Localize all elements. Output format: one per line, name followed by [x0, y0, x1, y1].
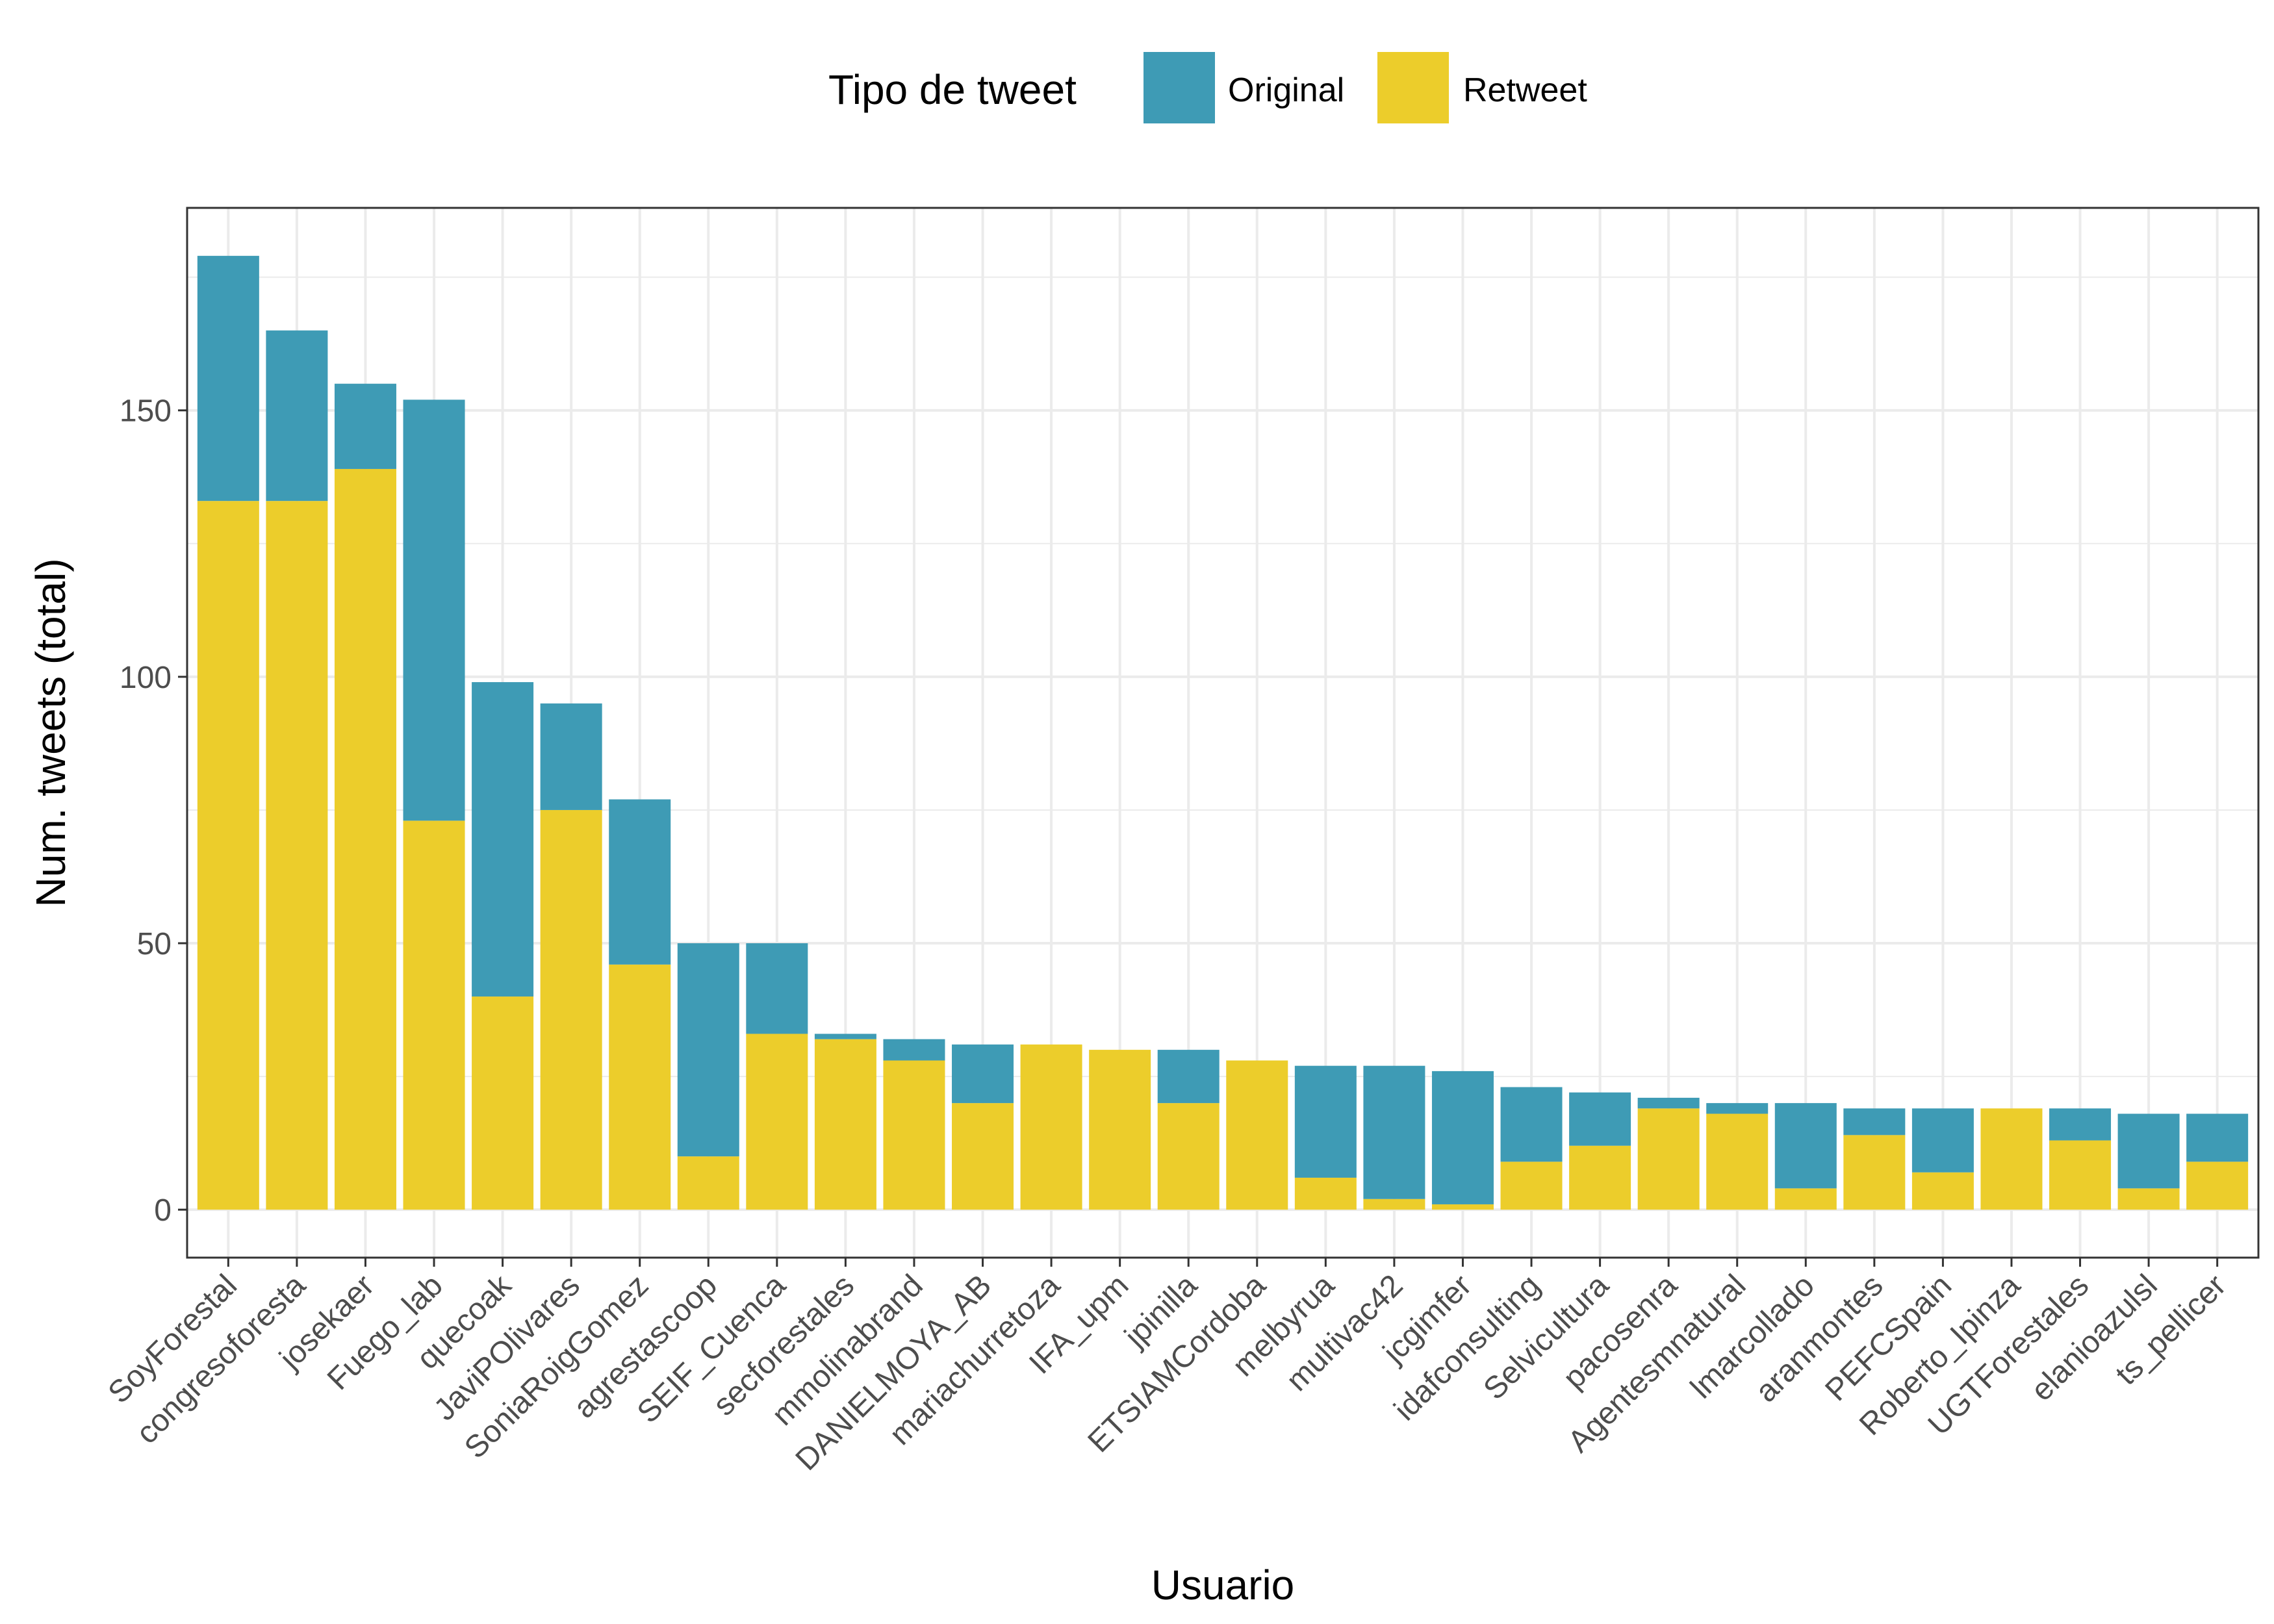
- bar-retweet-multivac42: [1363, 1199, 1425, 1210]
- bar-original-elanioazulsl: [2117, 1113, 2180, 1189]
- bar-retweet-Fuego_lab: [403, 820, 465, 1210]
- bar-original-jpinilla: [1157, 1050, 1220, 1104]
- bar-original-PEFCSpain: [1911, 1108, 1974, 1173]
- bar-retweet-quecoak: [472, 996, 534, 1210]
- legend-title: Tipo de tweet: [828, 66, 1077, 113]
- bar-original-pacosenra: [1637, 1097, 1700, 1109]
- bar-original-agrestascoop: [677, 943, 739, 1157]
- bar-retweet-SEIF_Cuenca: [746, 1034, 808, 1210]
- bar-original-SoniaRoigGomez: [609, 799, 671, 965]
- bars: [197, 255, 2249, 1210]
- bar-original-jcgimfer: [1431, 1071, 1494, 1204]
- bar-original-josekaer: [334, 383, 396, 469]
- legend-label-original: Original: [1228, 71, 1344, 109]
- y-tick-label: 150: [120, 394, 172, 429]
- x-axis-title: Usuario: [1151, 1562, 1295, 1608]
- bar-retweet-lmarcollado: [1774, 1188, 1837, 1210]
- bar-original-secforestales: [814, 1034, 876, 1039]
- bar-original-ts_pellicer: [2186, 1113, 2249, 1162]
- bar-retweet-ts_pellicer: [2186, 1161, 2249, 1210]
- y-axis-title: Num. tweets (total): [27, 558, 74, 907]
- x-axis: SoyForestalcongresoforestajosekaerFuego_…: [102, 1258, 2232, 1477]
- bar-original-melbyrua: [1294, 1065, 1357, 1178]
- bar-retweet-SoyForestal: [197, 501, 259, 1210]
- bar-original-UGTForestales: [2049, 1108, 2112, 1141]
- bar-original-Fuego_lab: [403, 400, 465, 821]
- bar-original-Selvicultura: [1569, 1092, 1631, 1146]
- bar-retweet-Agentesmnatural: [1706, 1113, 1769, 1210]
- bar-retweet-SoniaRoigGomez: [609, 964, 671, 1210]
- y-tick-label: 50: [137, 927, 172, 961]
- bar-retweet-secforestales: [814, 1039, 876, 1210]
- bar-original-lmarcollado: [1774, 1103, 1837, 1189]
- bar-retweet-JaviPOlivares: [540, 809, 602, 1210]
- bar-retweet-mariachurretoza: [1020, 1044, 1082, 1210]
- bar-original-SEIF_Cuenca: [746, 943, 808, 1034]
- bar-retweet-jcgimfer: [1431, 1204, 1494, 1210]
- bar-original-multivac42: [1363, 1065, 1425, 1199]
- bar-retweet-DANIELMOYA_AB: [952, 1103, 1014, 1210]
- bar-retweet-Selvicultura: [1569, 1145, 1631, 1210]
- bar-retweet-josekaer: [334, 468, 396, 1210]
- bar-original-mmolinabrand: [883, 1039, 945, 1061]
- bar-retweet-congresoforesta: [266, 501, 328, 1210]
- bar-original-SoyForestal: [197, 255, 259, 501]
- legend-key-original: [1143, 52, 1215, 123]
- bar-retweet-IFA_upm: [1089, 1050, 1151, 1210]
- bar-retweet-melbyrua: [1294, 1177, 1357, 1210]
- y-tick-label: 0: [154, 1193, 172, 1228]
- bar-retweet-PEFCSpain: [1911, 1172, 1974, 1210]
- y-tick-label: 100: [120, 661, 172, 695]
- y-axis: 0 50 100 150: [120, 394, 187, 1228]
- bar-original-DANIELMOYA_AB: [952, 1044, 1014, 1104]
- bar-retweet-Roberto_Ipinza: [1980, 1108, 2043, 1210]
- bar-retweet-pacosenra: [1637, 1108, 1700, 1210]
- bar-original-aranmontes: [1843, 1108, 1906, 1136]
- legend-label-retweet: Retweet: [1463, 71, 1587, 109]
- bar-retweet-UGTForestales: [2049, 1140, 2112, 1210]
- bar-original-congresoforesta: [266, 330, 328, 501]
- plot-border: [186, 207, 2260, 1259]
- bar-retweet-aranmontes: [1843, 1135, 1906, 1210]
- legend-key-retweet: [1377, 52, 1449, 123]
- legend: Tipo de tweet Original Retweet: [828, 52, 1587, 123]
- bar-retweet-ETSIAMCordoba: [1226, 1060, 1288, 1210]
- bar-original-idafconsulting: [1500, 1087, 1563, 1162]
- bar-retweet-mmolinabrand: [883, 1060, 945, 1210]
- bar-original-Agentesmnatural: [1706, 1103, 1769, 1114]
- bar-original-JaviPOlivares: [540, 703, 602, 810]
- bar-retweet-agrestascoop: [677, 1156, 739, 1210]
- bar-retweet-elanioazulsl: [2117, 1188, 2180, 1210]
- bar-retweet-idafconsulting: [1500, 1161, 1563, 1210]
- bar-original-quecoak: [472, 682, 534, 997]
- bar-retweet-jpinilla: [1157, 1103, 1220, 1210]
